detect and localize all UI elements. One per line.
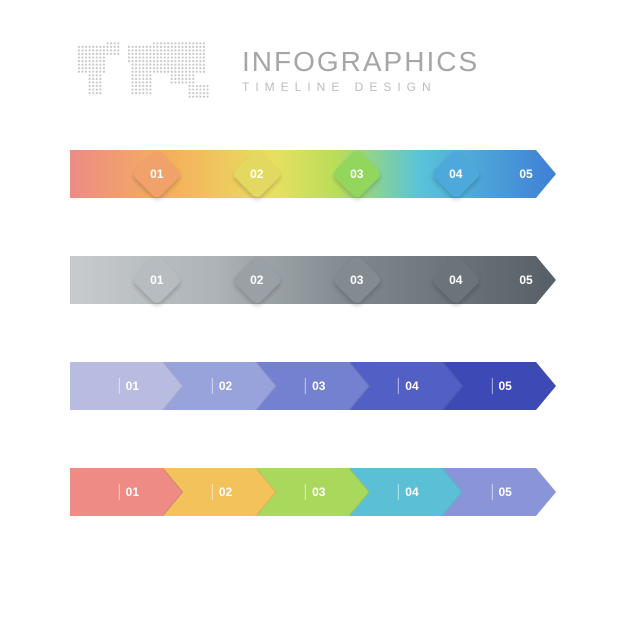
step-label: 04 xyxy=(450,273,463,287)
title-block: INFOGRAPHICS TIMELINE DESIGN xyxy=(242,46,479,94)
segment-label: 05 xyxy=(491,484,511,500)
header: INFOGRAPHICS TIMELINE DESIGN xyxy=(70,38,556,102)
segment-number: 03 xyxy=(312,379,325,393)
tick-icon xyxy=(491,378,492,394)
timeline-rows: 01 02 03 04 05 01 02 03 04 05 01 02 03 04 05 01 02 03 04 05 xyxy=(70,150,556,516)
segment-number: 03 xyxy=(312,485,325,499)
segment-label: 03 xyxy=(305,378,325,394)
timeline-row-1: 01 02 03 04 05 xyxy=(70,150,556,198)
step-label: 02 xyxy=(250,167,263,181)
segment-number: 04 xyxy=(405,379,418,393)
segment-label: 05 xyxy=(491,378,511,394)
tick-icon xyxy=(212,484,213,500)
segment-label: 01 xyxy=(119,378,139,394)
segment-label: 02 xyxy=(212,378,232,394)
segment-number: 05 xyxy=(498,379,511,393)
step-label: 01 xyxy=(151,273,164,287)
timeline-row-3: 01 02 03 04 05 xyxy=(70,362,556,410)
timeline-row-2: 01 02 03 04 05 xyxy=(70,256,556,304)
segments: 01 02 03 04 05 xyxy=(70,362,556,410)
tick-icon xyxy=(491,484,492,500)
segments: 01 02 03 04 05 xyxy=(70,468,556,516)
tick-icon xyxy=(212,378,213,394)
segment-label: 02 xyxy=(212,484,232,500)
arrow-segment: 05 xyxy=(443,468,556,516)
step-label: 04 xyxy=(450,167,463,181)
tick-icon xyxy=(119,378,120,394)
segment-number: 02 xyxy=(219,485,232,499)
segment-label: 04 xyxy=(398,378,418,394)
arrow-segment: 05 xyxy=(443,362,556,410)
step-label: 02 xyxy=(250,273,263,287)
tick-icon xyxy=(119,484,120,500)
title: INFOGRAPHICS xyxy=(242,46,479,78)
segment-number: 04 xyxy=(405,485,418,499)
step-label: 03 xyxy=(350,273,363,287)
segment-number: 01 xyxy=(126,379,139,393)
segment-label: 03 xyxy=(305,484,325,500)
segment-number: 05 xyxy=(498,485,511,499)
tick-icon xyxy=(305,378,306,394)
step-end-label: 05 xyxy=(496,150,556,198)
tick-icon xyxy=(305,484,306,500)
tick-icon xyxy=(398,378,399,394)
segment-number: 01 xyxy=(126,485,139,499)
world-map-icon xyxy=(70,38,220,102)
step-label: 03 xyxy=(350,167,363,181)
step-label: 01 xyxy=(151,167,164,181)
subtitle: TIMELINE DESIGN xyxy=(242,80,479,94)
segment-label: 01 xyxy=(119,484,139,500)
tick-icon xyxy=(398,484,399,500)
segment-number: 02 xyxy=(219,379,232,393)
step-end-label: 05 xyxy=(496,256,556,304)
segment-label: 04 xyxy=(398,484,418,500)
timeline-row-4: 01 02 03 04 05 xyxy=(70,468,556,516)
